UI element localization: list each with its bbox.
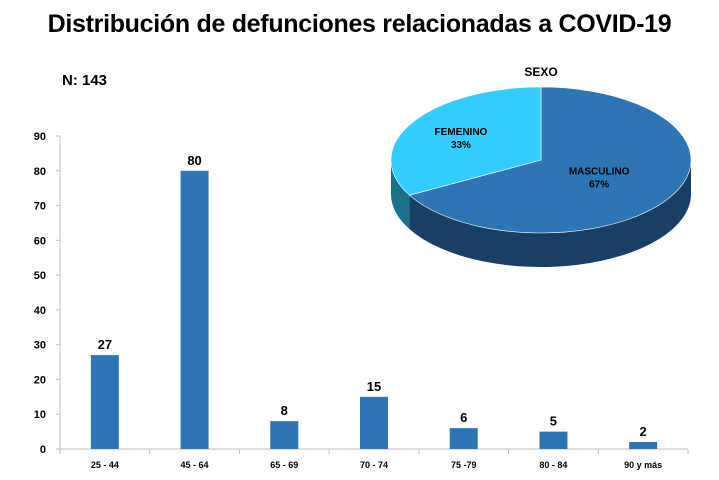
x-tick-label: 70 - 74 bbox=[360, 460, 388, 470]
bar-7 bbox=[629, 442, 658, 449]
x-tick-label: 45 - 64 bbox=[181, 460, 209, 470]
bar-6 bbox=[539, 431, 568, 449]
pie-percent-masculino: 67% bbox=[589, 180, 609, 191]
bar-4 bbox=[360, 396, 388, 449]
x-tick-label: 75 -79 bbox=[451, 460, 477, 470]
pie-slice-femenino bbox=[390, 86, 542, 196]
bar-1 bbox=[90, 355, 119, 449]
y-tick-label: 30 bbox=[34, 340, 46, 352]
y-tick-label: 80 bbox=[34, 166, 46, 178]
pie-slice-masculino bbox=[408, 86, 692, 234]
y-tick-label: 50 bbox=[34, 270, 46, 282]
data-label: 27 bbox=[98, 337, 112, 352]
x-tick-label: 90 y más bbox=[624, 460, 662, 470]
pie-label-masculino: MASCULINO bbox=[569, 167, 630, 178]
y-tick-label: 0 bbox=[40, 444, 46, 456]
x-tick-label: 25 - 44 bbox=[91, 460, 119, 470]
chart-title: Distribución de defunciones relacionadas… bbox=[47, 10, 672, 38]
y-tick-label: 40 bbox=[34, 305, 46, 317]
data-label: 80 bbox=[187, 153, 201, 168]
data-label: 2 bbox=[640, 424, 647, 439]
data-label: 6 bbox=[460, 410, 467, 425]
data-label: 15 bbox=[367, 379, 381, 394]
y-tick-label: 70 bbox=[34, 201, 46, 213]
data-label: 8 bbox=[281, 403, 288, 418]
bar-3 bbox=[270, 421, 299, 449]
pie-title: SEXO bbox=[524, 65, 557, 79]
y-tick-label: 10 bbox=[34, 409, 46, 421]
data-label: 5 bbox=[550, 414, 557, 429]
y-tick-label: 90 bbox=[34, 131, 46, 143]
sample-size-label: N: 143 bbox=[62, 72, 108, 89]
y-tick-label: 60 bbox=[34, 235, 46, 247]
y-tick-label: 20 bbox=[34, 374, 46, 386]
pie-percent-femenino: 33% bbox=[451, 140, 471, 151]
pie-label-femenino: FEMENINO bbox=[435, 127, 488, 138]
pie-side-masculino bbox=[409, 160, 691, 267]
bar-2 bbox=[180, 170, 209, 449]
pie-side-femenino bbox=[391, 160, 410, 230]
x-tick-label: 80 - 84 bbox=[539, 460, 567, 470]
x-tick-label: 65 - 69 bbox=[270, 460, 298, 470]
bar-5 bbox=[449, 428, 478, 449]
